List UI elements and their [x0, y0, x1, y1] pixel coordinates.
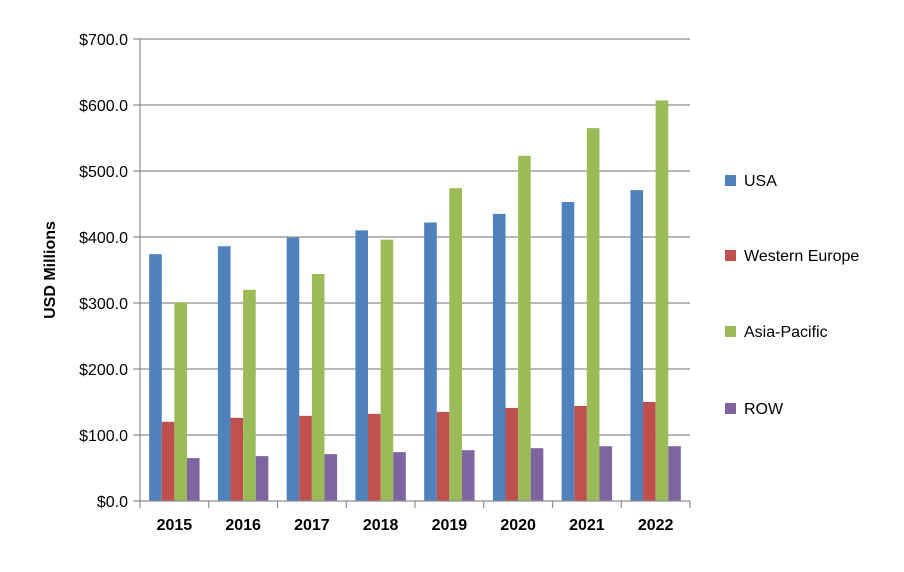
bar-row-2020 [530, 448, 544, 501]
bar-usa-2021 [561, 202, 575, 501]
bar-usa-2018 [355, 230, 369, 501]
bar-asia-pacific-2015 [174, 302, 187, 501]
bar-asia-pacific-2021 [586, 128, 600, 501]
legend-label: ROW [744, 401, 784, 418]
legend-label: Western Europe [744, 248, 859, 265]
x-tick-label: 2018 [363, 517, 399, 534]
legend-swatch [725, 326, 736, 337]
legend-item: Western Europe [725, 248, 859, 265]
bar-row-2019 [461, 450, 475, 501]
bar-usa-2020 [492, 213, 506, 501]
bar-western-europe-2022 [643, 402, 656, 501]
legend-label: Asia-Pacific [744, 324, 828, 341]
legend-item: USA [725, 173, 777, 190]
y-tick-label: $700.0 [79, 32, 128, 49]
bar-western-europe-2018 [368, 413, 381, 501]
legend-swatch [725, 403, 736, 414]
bar-usa-2019 [424, 222, 437, 502]
bar-asia-pacific-2020 [518, 155, 531, 501]
bar-asia-pacific-2018 [380, 239, 394, 501]
x-tick-label: 2019 [432, 517, 468, 534]
bar-row-2022 [668, 446, 681, 501]
bar-row-2017 [324, 454, 338, 501]
y-axis-ticks: $0.0 $100.0 $200.0 $300.0 $400.0 $500.0 $600.0… [79, 32, 140, 511]
x-tick-label: 2020 [500, 517, 536, 534]
bar-row-2016 [255, 456, 269, 501]
y-tick-label: $0.0 [97, 494, 128, 511]
bar-asia-pacific-2019 [449, 188, 462, 501]
y-tick-label: $500.0 [79, 164, 128, 181]
bar-usa-2022 [630, 190, 644, 501]
bar-row-2015 [186, 458, 200, 501]
bar-usa-2017 [286, 237, 300, 501]
bar-western-europe-2019 [436, 411, 450, 501]
y-tick-label: $300.0 [79, 296, 128, 313]
bar-asia-pacific-2017 [311, 273, 325, 501]
bar-western-europe-2017 [299, 415, 312, 501]
legend-swatch [725, 250, 736, 261]
x-tick-label: 2016 [225, 517, 261, 534]
bar-western-europe-2020 [505, 407, 519, 501]
bars [149, 100, 681, 502]
bar-asia-pacific-2022 [655, 100, 669, 501]
bar-western-europe-2016 [230, 417, 244, 501]
legend-swatch [725, 175, 736, 186]
x-tick-label: 2021 [569, 517, 605, 534]
y-tick-label: $600.0 [79, 98, 128, 115]
y-tick-label: $400.0 [79, 230, 128, 247]
y-axis-title: USD Millions [42, 221, 59, 319]
legend: USA Western Europe Asia-Pacific ROW [725, 173, 859, 418]
bar-western-europe-2015 [161, 421, 175, 501]
bar-asia-pacific-2016 [243, 289, 256, 501]
bar-usa-2016 [217, 246, 231, 501]
gridlines [140, 38, 690, 436]
bar-western-europe-2021 [574, 405, 587, 501]
bar-row-2018 [393, 452, 406, 501]
x-axis-ticks: 2015 2016 2017 2018 2019 2020 2021 2022 [139, 501, 691, 534]
y-tick-label: $200.0 [79, 362, 128, 379]
x-tick-label: 2017 [294, 517, 330, 534]
x-tick-label: 2022 [638, 517, 674, 534]
x-tick-label: 2015 [157, 517, 193, 534]
bar-row-2021 [599, 446, 613, 501]
bar-usa-2015 [149, 254, 162, 501]
legend-item: ROW [725, 401, 784, 418]
legend-item: Asia-Pacific [725, 324, 828, 341]
y-tick-label: $100.0 [79, 428, 128, 445]
legend-label: USA [744, 173, 777, 190]
